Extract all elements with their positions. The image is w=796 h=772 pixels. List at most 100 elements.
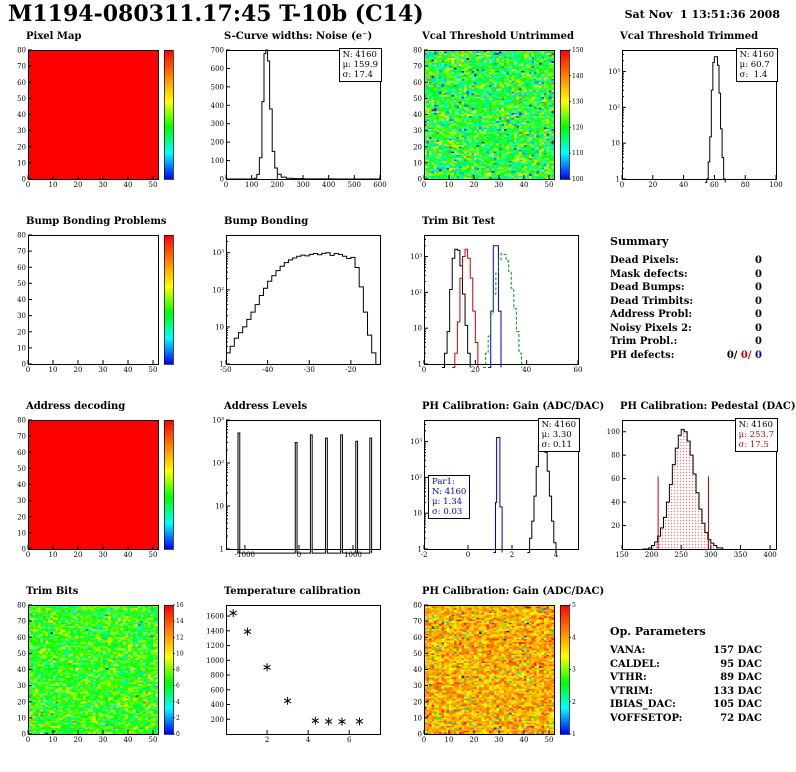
panel-op-parameters: Op. Parameters VANA: 157 DAC CALDEL: 95 DAC V… <box>596 585 794 770</box>
vcal-threshold-trimmed-title: Vcal Threshold Trimmed <box>620 31 759 42</box>
vcal-threshold-untrimmed-plot <box>398 45 588 195</box>
op-parameters-item-label: IBIAS_DAC: <box>610 699 676 710</box>
bump-bonding-title: Bump Bonding <box>224 216 309 227</box>
ph-defects-values: 0/ 0/ 0 <box>727 349 762 363</box>
trim-bits-title: Trim Bits <box>26 586 79 597</box>
stats-line: N: 4160 <box>739 50 774 60</box>
panel-bump-bonding: Bump Bonding <box>200 215 398 400</box>
stats-line: σ: 17.4 <box>342 70 373 80</box>
op-parameters-item-label: VTRIM: <box>610 685 653 697</box>
summary-item: Dead Bumps: 0 <box>610 281 762 295</box>
panel-trim-bits: Trim Bits <box>2 585 200 770</box>
op-parameters-item: CALDEL: 95 DAC <box>610 658 762 672</box>
summary-item: Trim Probl.: 0 <box>610 335 762 349</box>
trim-bit-test-plot <box>398 230 588 380</box>
address-decoding-title: Address decoding <box>26 401 126 412</box>
stats-line: N: 4160 <box>541 420 576 430</box>
trim-bit-test-title: Trim Bit Test <box>422 216 496 227</box>
summary-item: Address Probl: 0 <box>610 308 762 322</box>
pixel-map-plot <box>2 45 192 195</box>
op-parameters-item-label: VOFFSETOP: <box>610 712 683 724</box>
op-parameters-item-label: CALDEL: <box>610 658 660 670</box>
panel-vcal-threshold-trimmed: Vcal Threshold Trimmed N: 4160 μ: 60.7 σ: 1… <box>596 30 794 215</box>
scurve-noise-stats-box-0: N: 4160 μ: 159.9 σ: 17.4 <box>338 48 382 82</box>
stats-line: μ: 3.30 <box>541 430 572 440</box>
summary-item: Mask defects: 0 <box>610 268 762 282</box>
ph-calibration-gain-hist-title: PH Calibration: Gain (ADC/DAC) <box>422 401 605 412</box>
op-parameters-item-value: 89 DAC <box>720 672 762 683</box>
summary-item-label: Dead Bumps: <box>610 282 685 293</box>
stats-line: Par1: <box>432 477 455 487</box>
summary-item-label: Noisy Pixels 2: <box>610 322 692 334</box>
summary-item: Dead Pixels: 0 <box>610 254 762 268</box>
summary-item-value: 0 <box>755 309 762 320</box>
ph-calibration-gain-map-plot <box>398 600 588 750</box>
stats-line: μ: 1.34 <box>432 497 463 507</box>
op-parameters-title: Op. Parameters <box>610 625 706 638</box>
stats-line: μ: 159.9 <box>342 60 378 70</box>
stats-line: N: 4160 <box>432 487 467 497</box>
scurve-noise-title: S-Curve widths: Noise (e⁻) <box>224 31 373 42</box>
panel-summary: Summary Dead Pixels: 0 Mask defects: 0 Dead B… <box>596 215 794 400</box>
op-parameters-item-label: VTHR: <box>610 672 647 683</box>
stats-line: N: 4160 <box>342 50 377 60</box>
temperature-calibration-title: Temperature calibration <box>224 586 361 597</box>
stats-line: σ: 0.03 <box>432 507 463 517</box>
ph-defect-count: 0/ <box>737 349 752 361</box>
summary-item-label: Mask defects: <box>610 268 688 280</box>
plots-grid: Pixel Map S-Curve widths: Noise (e⁻) N: 41… <box>2 30 796 770</box>
summary-item-value: 0 <box>755 295 762 307</box>
stats-line: σ: 17.5 <box>738 440 769 450</box>
op-parameters-item-value: 105 DAC <box>713 699 762 710</box>
summary-ph-defects: PH defects: 0/ 0/ 0 <box>610 349 762 363</box>
stats-line: N: 4160 <box>738 420 773 430</box>
vcal-threshold-untrimmed-title: Vcal Threshold Untrimmed <box>422 31 574 42</box>
address-levels-plot <box>200 415 390 565</box>
bump-bonding-problems-title: Bump Bonding Problems <box>26 216 167 227</box>
ph-calibration-pedestal-title: PH Calibration: Pedestal (DAC) <box>620 401 796 412</box>
summary-item-label: Dead Trimbits: <box>610 295 694 307</box>
stats-line: σ: 1.4 <box>739 70 768 80</box>
op-parameters-item: VOFFSETOP: 72 DAC <box>610 712 762 726</box>
ph-calibration-gain-map-title: PH Calibration: Gain (ADC/DAC) <box>422 586 605 597</box>
summary-item-label: PH defects: <box>610 349 675 361</box>
summary-item-value: 0 <box>755 268 762 280</box>
panel-ph-calibration-gain-hist: PH Calibration: Gain (ADC/DAC) N: 4160 μ: … <box>398 400 604 585</box>
panel-bump-bonding-problems: Bump Bonding Problems <box>2 215 200 400</box>
summary-item-label: Address Probl: <box>610 309 693 320</box>
op-parameters-item: VANA: 157 DAC <box>610 644 762 658</box>
module-title: M1194-080311.17:45 T-10b (C14) <box>8 1 424 27</box>
panel-vcal-threshold-untrimmed: Vcal Threshold Untrimmed <box>398 30 596 215</box>
op-parameters-item-value: 95 DAC <box>720 658 762 670</box>
panel-pixel-map: Pixel Map <box>2 30 200 215</box>
stats-line: μ: 60.7 <box>739 60 770 70</box>
summary-item-value: 0 <box>755 282 762 293</box>
op-parameters-item-value: 133 DAC <box>713 685 762 697</box>
header: M1194-080311.17:45 T-10b (C14) Sat Nov 1… <box>0 0 796 30</box>
bump-bonding-problems-plot <box>2 230 192 380</box>
pixel-map-title: Pixel Map <box>26 31 82 42</box>
summary-item-label: Dead Pixels: <box>610 255 679 266</box>
address-levels-title: Address Levels <box>224 401 308 412</box>
summary-title: Summary <box>610 235 669 248</box>
panel-scurve-noise: S-Curve widths: Noise (e⁻) N: 4160 μ: 159.… <box>200 30 398 215</box>
summary-item: Noisy Pixels 2: 0 <box>610 322 762 336</box>
summary-item: Dead Trimbits: 0 <box>610 295 762 309</box>
op-parameters-item: IBIAS_DAC: 105 DAC <box>610 698 762 712</box>
op-parameters-item: VTHR: 89 DAC <box>610 671 762 685</box>
panel-ph-calibration-gain-map: PH Calibration: Gain (ADC/DAC) <box>398 585 604 770</box>
ph-calibration-gain-hist-stats-box-1: Par1: N: 4160 μ: 1.34 σ: 0.03 <box>428 475 471 519</box>
stats-line: μ: 253.7 <box>738 430 774 440</box>
summary-item-label: Trim Probl.: <box>610 336 678 347</box>
panel-address-decoding: Address decoding <box>2 400 200 585</box>
summary-block: Summary Dead Pixels: 0 Mask defects: 0 Dead B… <box>610 235 762 362</box>
op-parameters-item: VTRIM: 133 DAC <box>610 685 762 699</box>
panel-ph-calibration-pedestal: PH Calibration: Pedestal (DAC) N: 4160 μ: … <box>596 400 796 585</box>
ph-calibration-pedestal-stats-box-0: N: 4160 μ: 253.7 σ: 17.5 <box>734 418 778 452</box>
trim-bits-plot <box>2 600 192 750</box>
summary-item-value: 0 <box>755 336 762 347</box>
timestamp: Sat Nov 1 13:51:36 2008 <box>624 8 780 21</box>
ph-defect-count: 0/ <box>726 349 738 361</box>
ph-defect-count: 0 <box>751 349 762 361</box>
